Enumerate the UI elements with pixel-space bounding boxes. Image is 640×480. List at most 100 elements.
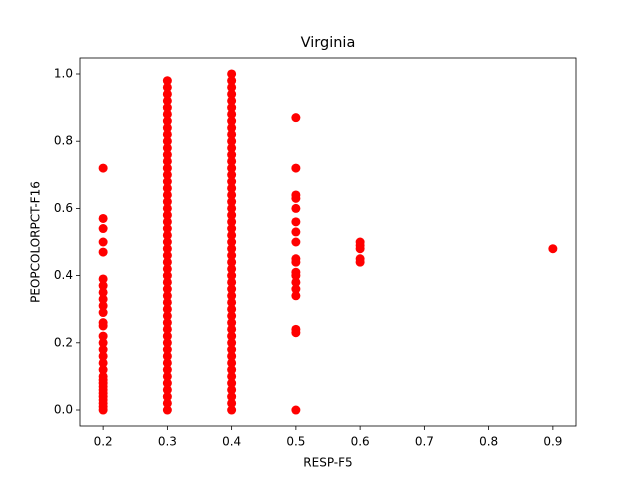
x-tick-label: 0.4 (222, 435, 241, 449)
point (227, 271, 237, 281)
y-tick-label: 0.8 (54, 134, 73, 148)
point (227, 371, 237, 381)
point (227, 210, 237, 220)
point (162, 143, 172, 153)
y-axis-label: PEOPCOLORPCT-F16 (29, 181, 43, 303)
point (162, 183, 172, 193)
point (227, 324, 237, 334)
point (162, 96, 172, 106)
point (291, 217, 301, 227)
point (291, 254, 301, 264)
point (291, 405, 301, 415)
point (227, 365, 237, 375)
point (227, 385, 237, 395)
point (162, 129, 172, 139)
chart-title: Virginia (301, 35, 356, 51)
point (227, 277, 237, 287)
point (162, 365, 172, 375)
point (162, 156, 172, 166)
point (227, 82, 237, 92)
point (98, 287, 108, 297)
point (291, 267, 301, 277)
point (162, 284, 172, 294)
point (227, 351, 237, 361)
point (162, 271, 172, 281)
point (162, 237, 172, 247)
point (227, 311, 237, 321)
plot-area (98, 69, 558, 415)
point (227, 163, 237, 173)
point (162, 190, 172, 200)
point (98, 351, 108, 361)
point (227, 304, 237, 314)
point (291, 277, 301, 287)
point (291, 324, 301, 334)
point (227, 76, 237, 86)
point (227, 156, 237, 166)
point (227, 291, 237, 301)
point (162, 82, 172, 92)
x-tick-label: 0.5 (286, 435, 305, 449)
point (162, 116, 172, 126)
point (227, 190, 237, 200)
point (162, 392, 172, 402)
y-tick-label: 0.6 (54, 201, 73, 215)
point (162, 123, 172, 133)
point (227, 197, 237, 207)
point (162, 264, 172, 274)
point (162, 103, 172, 113)
point (162, 250, 172, 260)
point (291, 227, 301, 237)
point (98, 358, 108, 368)
point (162, 311, 172, 321)
point (162, 76, 172, 86)
point (162, 230, 172, 240)
point (227, 89, 237, 99)
point (227, 109, 237, 119)
point (98, 224, 108, 234)
point (162, 224, 172, 234)
point (227, 69, 237, 79)
point (227, 183, 237, 193)
point (291, 190, 301, 200)
point (227, 257, 237, 267)
point (162, 177, 172, 187)
point (227, 116, 237, 126)
point (227, 318, 237, 328)
point (227, 358, 237, 368)
point (162, 371, 172, 381)
point (98, 318, 108, 328)
x-tick-label: 0.9 (543, 435, 562, 449)
point (227, 250, 237, 260)
y-tick-label: 0.4 (54, 268, 73, 282)
point (162, 197, 172, 207)
point (227, 136, 237, 146)
point (162, 338, 172, 348)
point (291, 113, 301, 123)
point (227, 398, 237, 408)
point (98, 274, 108, 284)
point (227, 392, 237, 402)
point (162, 203, 172, 213)
point (98, 365, 108, 375)
point (98, 163, 108, 173)
point (291, 237, 301, 247)
point (548, 244, 558, 254)
point (227, 177, 237, 187)
point (162, 351, 172, 361)
point (227, 96, 237, 106)
point (162, 398, 172, 408)
point (227, 345, 237, 355)
y-tick-label: 0.0 (54, 403, 73, 417)
point (227, 129, 237, 139)
point (162, 170, 172, 180)
point (98, 338, 108, 348)
point (162, 109, 172, 119)
point (162, 324, 172, 334)
point (98, 308, 108, 318)
point (291, 163, 301, 173)
point (227, 244, 237, 254)
point (227, 143, 237, 153)
x-axis-label: RESP-F5 (303, 456, 352, 470)
